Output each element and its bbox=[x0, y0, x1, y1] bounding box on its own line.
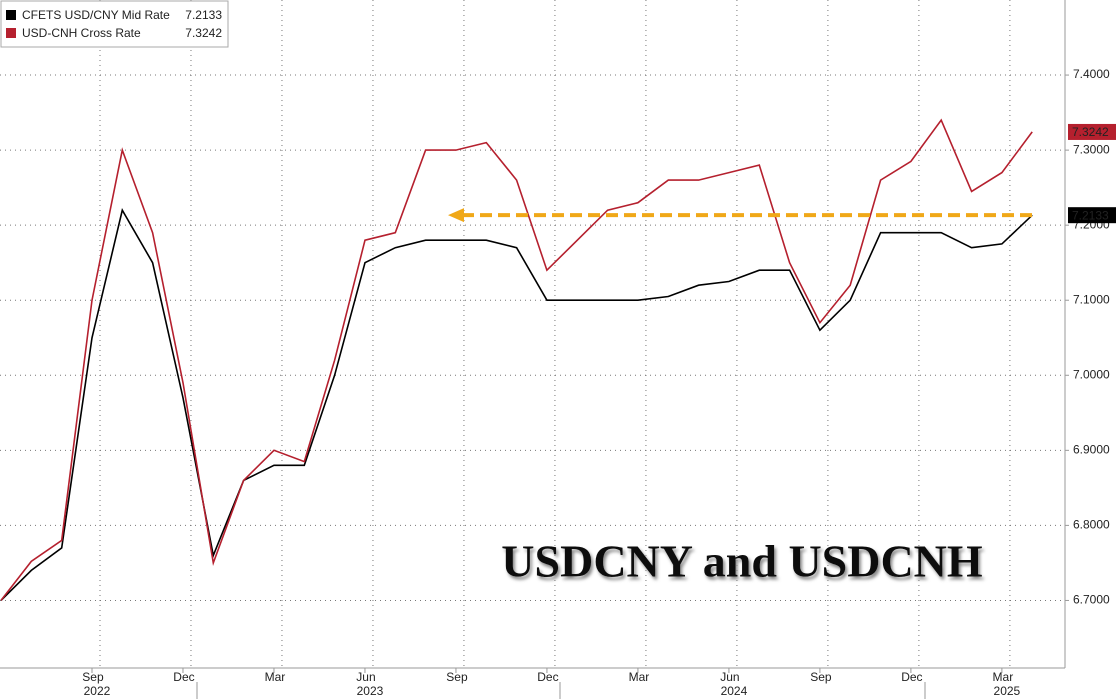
year-label: 2022 bbox=[84, 684, 111, 698]
arrow-head bbox=[448, 208, 464, 223]
legend-value: 7.2133 bbox=[185, 8, 222, 22]
x-tick-label: Jun bbox=[356, 670, 375, 684]
legend-swatch bbox=[6, 10, 16, 20]
x-tick-label: Dec bbox=[173, 670, 194, 684]
legend-label: USD-CNH Cross Rate bbox=[22, 26, 141, 40]
year-label: 2024 bbox=[721, 684, 748, 698]
x-tick-label: Dec bbox=[537, 670, 558, 684]
y-tick-label: 7.4000 bbox=[1073, 67, 1110, 81]
x-tick-label: Sep bbox=[810, 670, 832, 684]
series-line bbox=[0, 208, 1033, 601]
x-tick-label: Sep bbox=[82, 670, 104, 684]
value-tag bbox=[1068, 207, 1116, 224]
y-tick-label: 7.3000 bbox=[1073, 142, 1110, 156]
x-tick-label: Mar bbox=[629, 670, 650, 684]
year-label: 2025 bbox=[994, 684, 1021, 698]
x-tick-label: Mar bbox=[265, 670, 286, 684]
y-tick-label: 7.1000 bbox=[1073, 292, 1110, 306]
y-tick-label: 6.7000 bbox=[1073, 593, 1110, 607]
chart-title: USDCNY and USDCNH bbox=[501, 536, 983, 587]
legend-box bbox=[0, 0, 229, 48]
series-line bbox=[0, 118, 1033, 601]
legend-swatch bbox=[6, 28, 16, 38]
y-tick-label: 7.0000 bbox=[1073, 367, 1110, 381]
legend-value: 7.3242 bbox=[185, 26, 222, 40]
value-tag-label: 7.3242 bbox=[1072, 125, 1109, 139]
x-tick-label: Sep bbox=[446, 670, 468, 684]
x-tick-label: Dec bbox=[901, 670, 922, 684]
x-tick-label: Mar bbox=[993, 670, 1014, 684]
y-tick-label: 6.8000 bbox=[1073, 518, 1110, 532]
y-tick-label: 6.9000 bbox=[1073, 443, 1110, 457]
value-tag-label: 7.2133 bbox=[1072, 208, 1109, 222]
legend: CFETS USD/CNY Mid Rate 7.2133 USD-CNH Cr… bbox=[0, 0, 229, 48]
legend-label: CFETS USD/CNY Mid Rate bbox=[22, 8, 170, 22]
year-label: 2023 bbox=[357, 684, 384, 698]
x-tick-label: Jun bbox=[720, 670, 739, 684]
value-tag bbox=[1068, 123, 1116, 140]
